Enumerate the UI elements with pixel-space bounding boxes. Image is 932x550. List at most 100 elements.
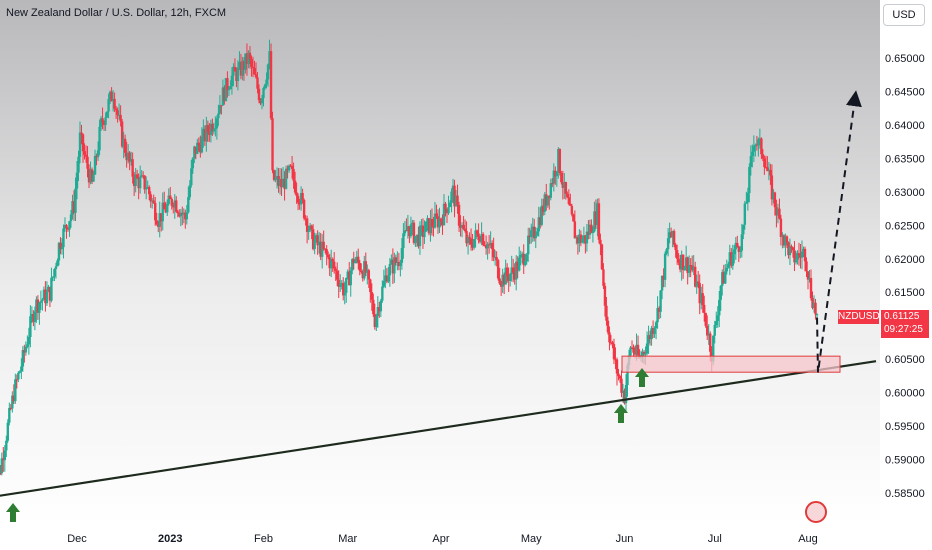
trendline	[0, 360, 877, 497]
candle-body	[92, 174, 95, 182]
candle-body	[421, 225, 425, 237]
candle-body	[259, 100, 262, 104]
candle-body	[244, 53, 247, 70]
candle-body	[56, 260, 59, 267]
candle-body	[624, 385, 628, 404]
candle-body	[438, 218, 441, 228]
candle-body	[77, 156, 80, 173]
candle-body	[518, 257, 521, 271]
candle-body	[474, 230, 477, 240]
candle-body	[345, 277, 348, 293]
candle-body	[507, 275, 510, 281]
candle-body	[329, 259, 333, 269]
candle-body	[403, 230, 407, 234]
date-tick-label: 2023	[158, 533, 182, 545]
candle-body	[525, 254, 528, 262]
candle-body	[597, 203, 601, 240]
candle-body	[800, 251, 804, 258]
candle-body	[451, 185, 455, 192]
candle-body	[120, 121, 124, 147]
candle-body	[178, 213, 181, 217]
candle-body	[104, 117, 107, 125]
candle-body	[193, 146, 196, 159]
candle-body	[391, 259, 395, 274]
candle-body	[647, 335, 650, 344]
candle-body	[397, 261, 401, 267]
candle-body	[615, 359, 619, 374]
candle-body	[433, 213, 437, 228]
candle-body	[633, 352, 637, 355]
candle-body	[280, 178, 283, 188]
candle-body	[539, 217, 542, 225]
candle-body	[172, 205, 175, 208]
candle-body	[51, 276, 55, 278]
candle-body	[375, 316, 378, 328]
symbol-badge: NZDUSD	[838, 310, 880, 324]
candle-body	[408, 226, 411, 237]
currency-button[interactable]: USD	[883, 4, 925, 26]
candle-body	[184, 212, 187, 220]
candle-body	[0, 458, 3, 474]
candle-body	[809, 277, 813, 299]
candle-body	[373, 314, 377, 328]
candle-body	[166, 203, 169, 213]
candles	[0, 39, 819, 476]
candle-body	[530, 230, 533, 238]
candle-body	[608, 332, 611, 343]
candle-body	[499, 283, 503, 287]
candle-body	[141, 175, 145, 177]
candle-body	[337, 279, 340, 287]
candle-body	[439, 218, 443, 222]
candle-body	[749, 155, 753, 167]
candle-body	[492, 249, 495, 258]
candle-body	[572, 214, 575, 222]
candle-body	[163, 202, 166, 210]
logo-icon[interactable]	[805, 501, 827, 523]
candle-body	[460, 224, 464, 228]
candle-body	[578, 234, 581, 244]
candle-body	[696, 281, 700, 284]
candle-body	[561, 182, 565, 188]
candle-body	[516, 261, 519, 271]
candle-body	[188, 185, 192, 198]
arrow-up-shape	[614, 404, 628, 423]
candle-body	[519, 254, 522, 258]
candle-body	[176, 211, 179, 214]
candle-body	[620, 378, 623, 393]
candle-body	[424, 221, 428, 232]
arrow-up-icon	[635, 368, 649, 387]
candle-body	[27, 336, 31, 345]
candle-body	[113, 98, 116, 109]
candle-body	[540, 205, 543, 225]
candle-body	[99, 118, 103, 127]
candle-body	[226, 78, 229, 91]
arrow-up-icon	[6, 503, 20, 522]
candle-body	[450, 191, 453, 203]
candle-body	[369, 279, 372, 293]
candle-body	[793, 250, 796, 263]
price-tick-label: 0.64500	[885, 86, 925, 98]
candle-body	[319, 241, 322, 257]
candle-body	[671, 231, 674, 238]
candle-body	[143, 175, 146, 190]
price-tick-label: 0.59500	[885, 421, 925, 433]
candle-body	[542, 205, 545, 212]
candle-body	[632, 347, 635, 353]
candle-body	[14, 379, 17, 402]
candle-body	[313, 240, 316, 250]
candle-body	[66, 228, 70, 230]
candle-body	[814, 302, 817, 315]
candle-body	[357, 256, 360, 263]
price-tick-label: 0.62500	[885, 220, 925, 232]
candle-body	[487, 244, 491, 246]
candle-body	[533, 226, 536, 239]
candle-body	[208, 132, 211, 135]
candle-body	[739, 250, 742, 252]
date-tick-label: May	[521, 533, 542, 545]
candle-body	[764, 167, 768, 169]
time-axis-background	[0, 525, 932, 550]
candle-body	[283, 178, 286, 189]
candle-body	[590, 224, 593, 234]
candle-body	[680, 254, 683, 270]
